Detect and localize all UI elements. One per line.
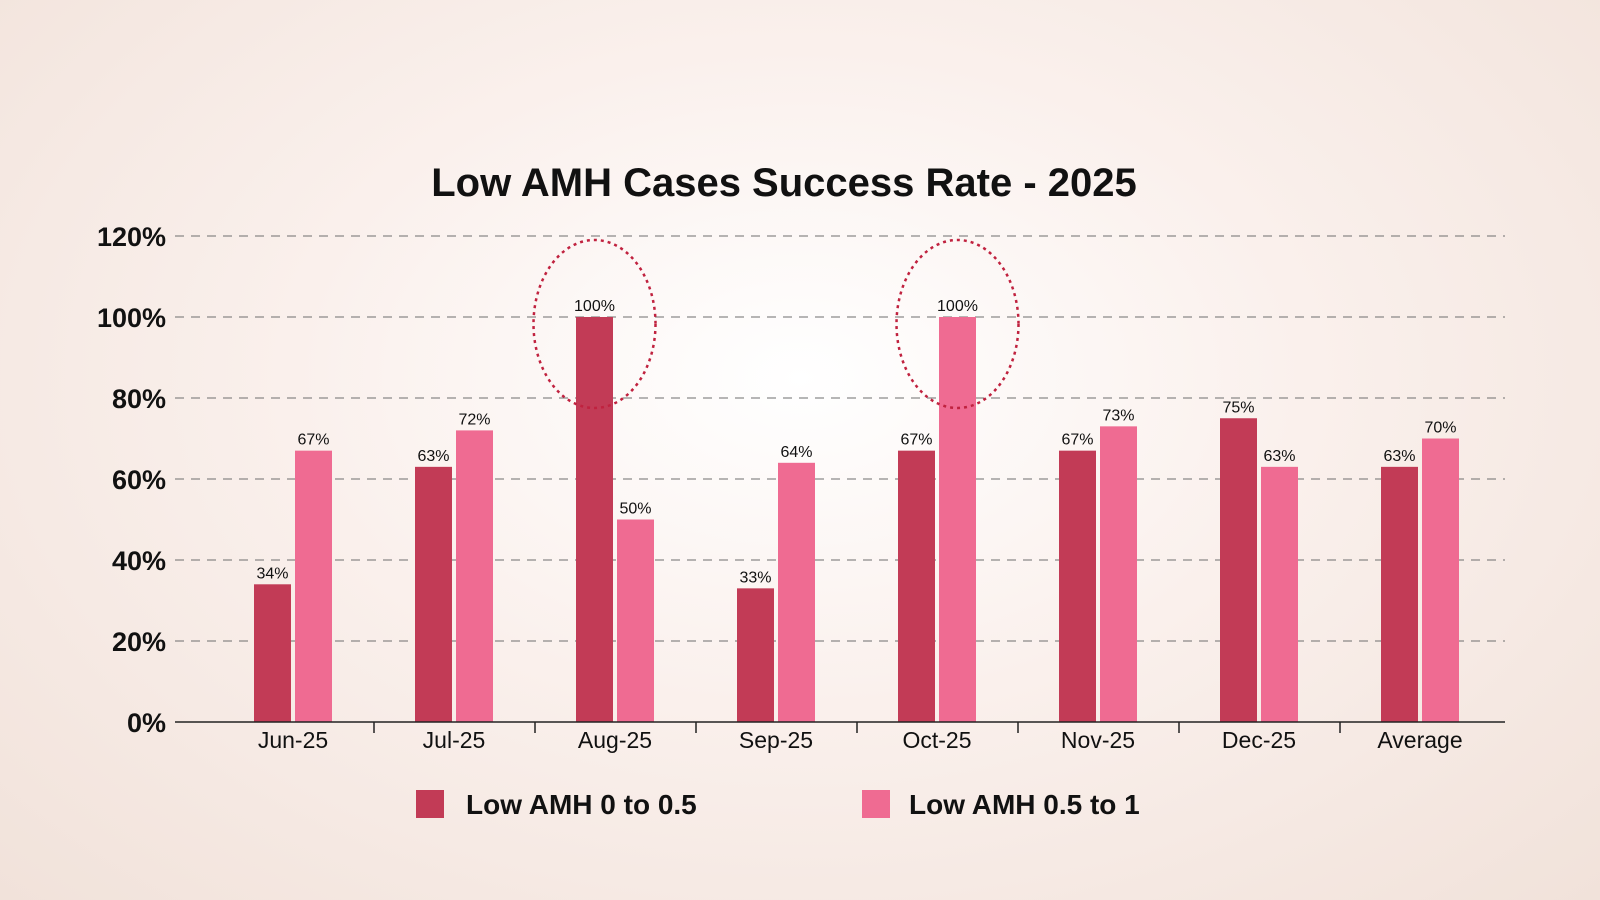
legend-label: Low AMH 0 to 0.5 <box>466 789 697 820</box>
data-label: 100% <box>574 298 615 315</box>
y-axis-ticks: 0% 20% 40% 60% 80% 100% 120% <box>97 222 166 738</box>
data-label: 100% <box>937 298 978 315</box>
data-label: 63% <box>417 448 449 465</box>
bar <box>415 466 452 722</box>
x-axis-ticks: Jun-25 Jul-25 Aug-25 Sep-25 Oct-25 Nov-25 Dec-… <box>258 727 1463 753</box>
y-tick-label: 20% <box>112 627 166 657</box>
y-tick-label: 0% <box>127 708 166 738</box>
data-label: 75% <box>1222 399 1254 416</box>
data-label: 34% <box>256 565 288 582</box>
bar <box>1381 466 1418 722</box>
y-tick-label: 60% <box>112 465 166 495</box>
bar <box>617 519 654 722</box>
bar <box>1261 466 1298 722</box>
highlight-ellipse <box>895 238 1020 410</box>
x-tick-label: Average <box>1377 727 1462 753</box>
legend-label: Low AMH 0.5 to 1 <box>909 789 1140 820</box>
data-label: 70% <box>1424 420 1456 437</box>
bar <box>939 317 976 722</box>
bar <box>1422 438 1459 722</box>
x-tick-label: Jul-25 <box>423 727 486 753</box>
data-label: 72% <box>458 411 490 428</box>
x-tick-label: Aug-25 <box>578 727 652 753</box>
bar <box>1220 418 1257 722</box>
data-label: 63% <box>1383 448 1415 465</box>
bar <box>737 588 774 722</box>
data-label: 63% <box>1263 448 1295 465</box>
y-tick-label: 80% <box>112 384 166 414</box>
data-label: 67% <box>900 432 932 449</box>
bar <box>576 317 613 722</box>
legend-item: Low AMH 0.5 to 1 <box>862 789 1140 820</box>
highlight-ellipse <box>532 238 657 410</box>
x-tick-label: Jun-25 <box>258 727 328 753</box>
y-tick-label: 100% <box>97 303 166 333</box>
gridlines <box>175 235 1505 642</box>
x-tick-label: Nov-25 <box>1061 727 1135 753</box>
data-label: 33% <box>739 569 771 586</box>
data-label: 50% <box>619 501 651 518</box>
y-tick-label: 40% <box>112 546 166 576</box>
data-label: 64% <box>780 444 812 461</box>
data-labels: 34% 67% 63% 72% 100% 50% 33% 64% 67% 100% 67% 73% 75… <box>256 298 1456 586</box>
data-label: 67% <box>1061 432 1093 449</box>
legend-item: Low AMH 0 to 0.5 <box>416 789 697 820</box>
bar <box>456 430 493 722</box>
data-label: 67% <box>297 432 329 449</box>
legend-swatch <box>862 790 890 818</box>
data-label: 73% <box>1102 407 1134 424</box>
x-tick-label: Sep-25 <box>739 727 813 753</box>
bar <box>898 450 935 722</box>
x-tick-label: Oct-25 <box>902 727 971 753</box>
bar <box>1100 426 1137 722</box>
bar <box>295 450 332 722</box>
legend-swatch <box>416 790 444 818</box>
bars <box>254 317 1459 722</box>
y-tick-label: 120% <box>97 222 166 252</box>
legend: Low AMH 0 to 0.5 Low AMH 0.5 to 1 <box>416 789 1140 820</box>
x-tick-label: Dec-25 <box>1222 727 1296 753</box>
bar <box>254 584 291 722</box>
bar <box>1059 450 1096 722</box>
chart-title: Low AMH Cases Success Rate - 2025 <box>431 161 1137 205</box>
x-axis <box>175 721 1505 733</box>
highlight-annotations <box>532 238 1020 410</box>
bar <box>778 462 815 722</box>
